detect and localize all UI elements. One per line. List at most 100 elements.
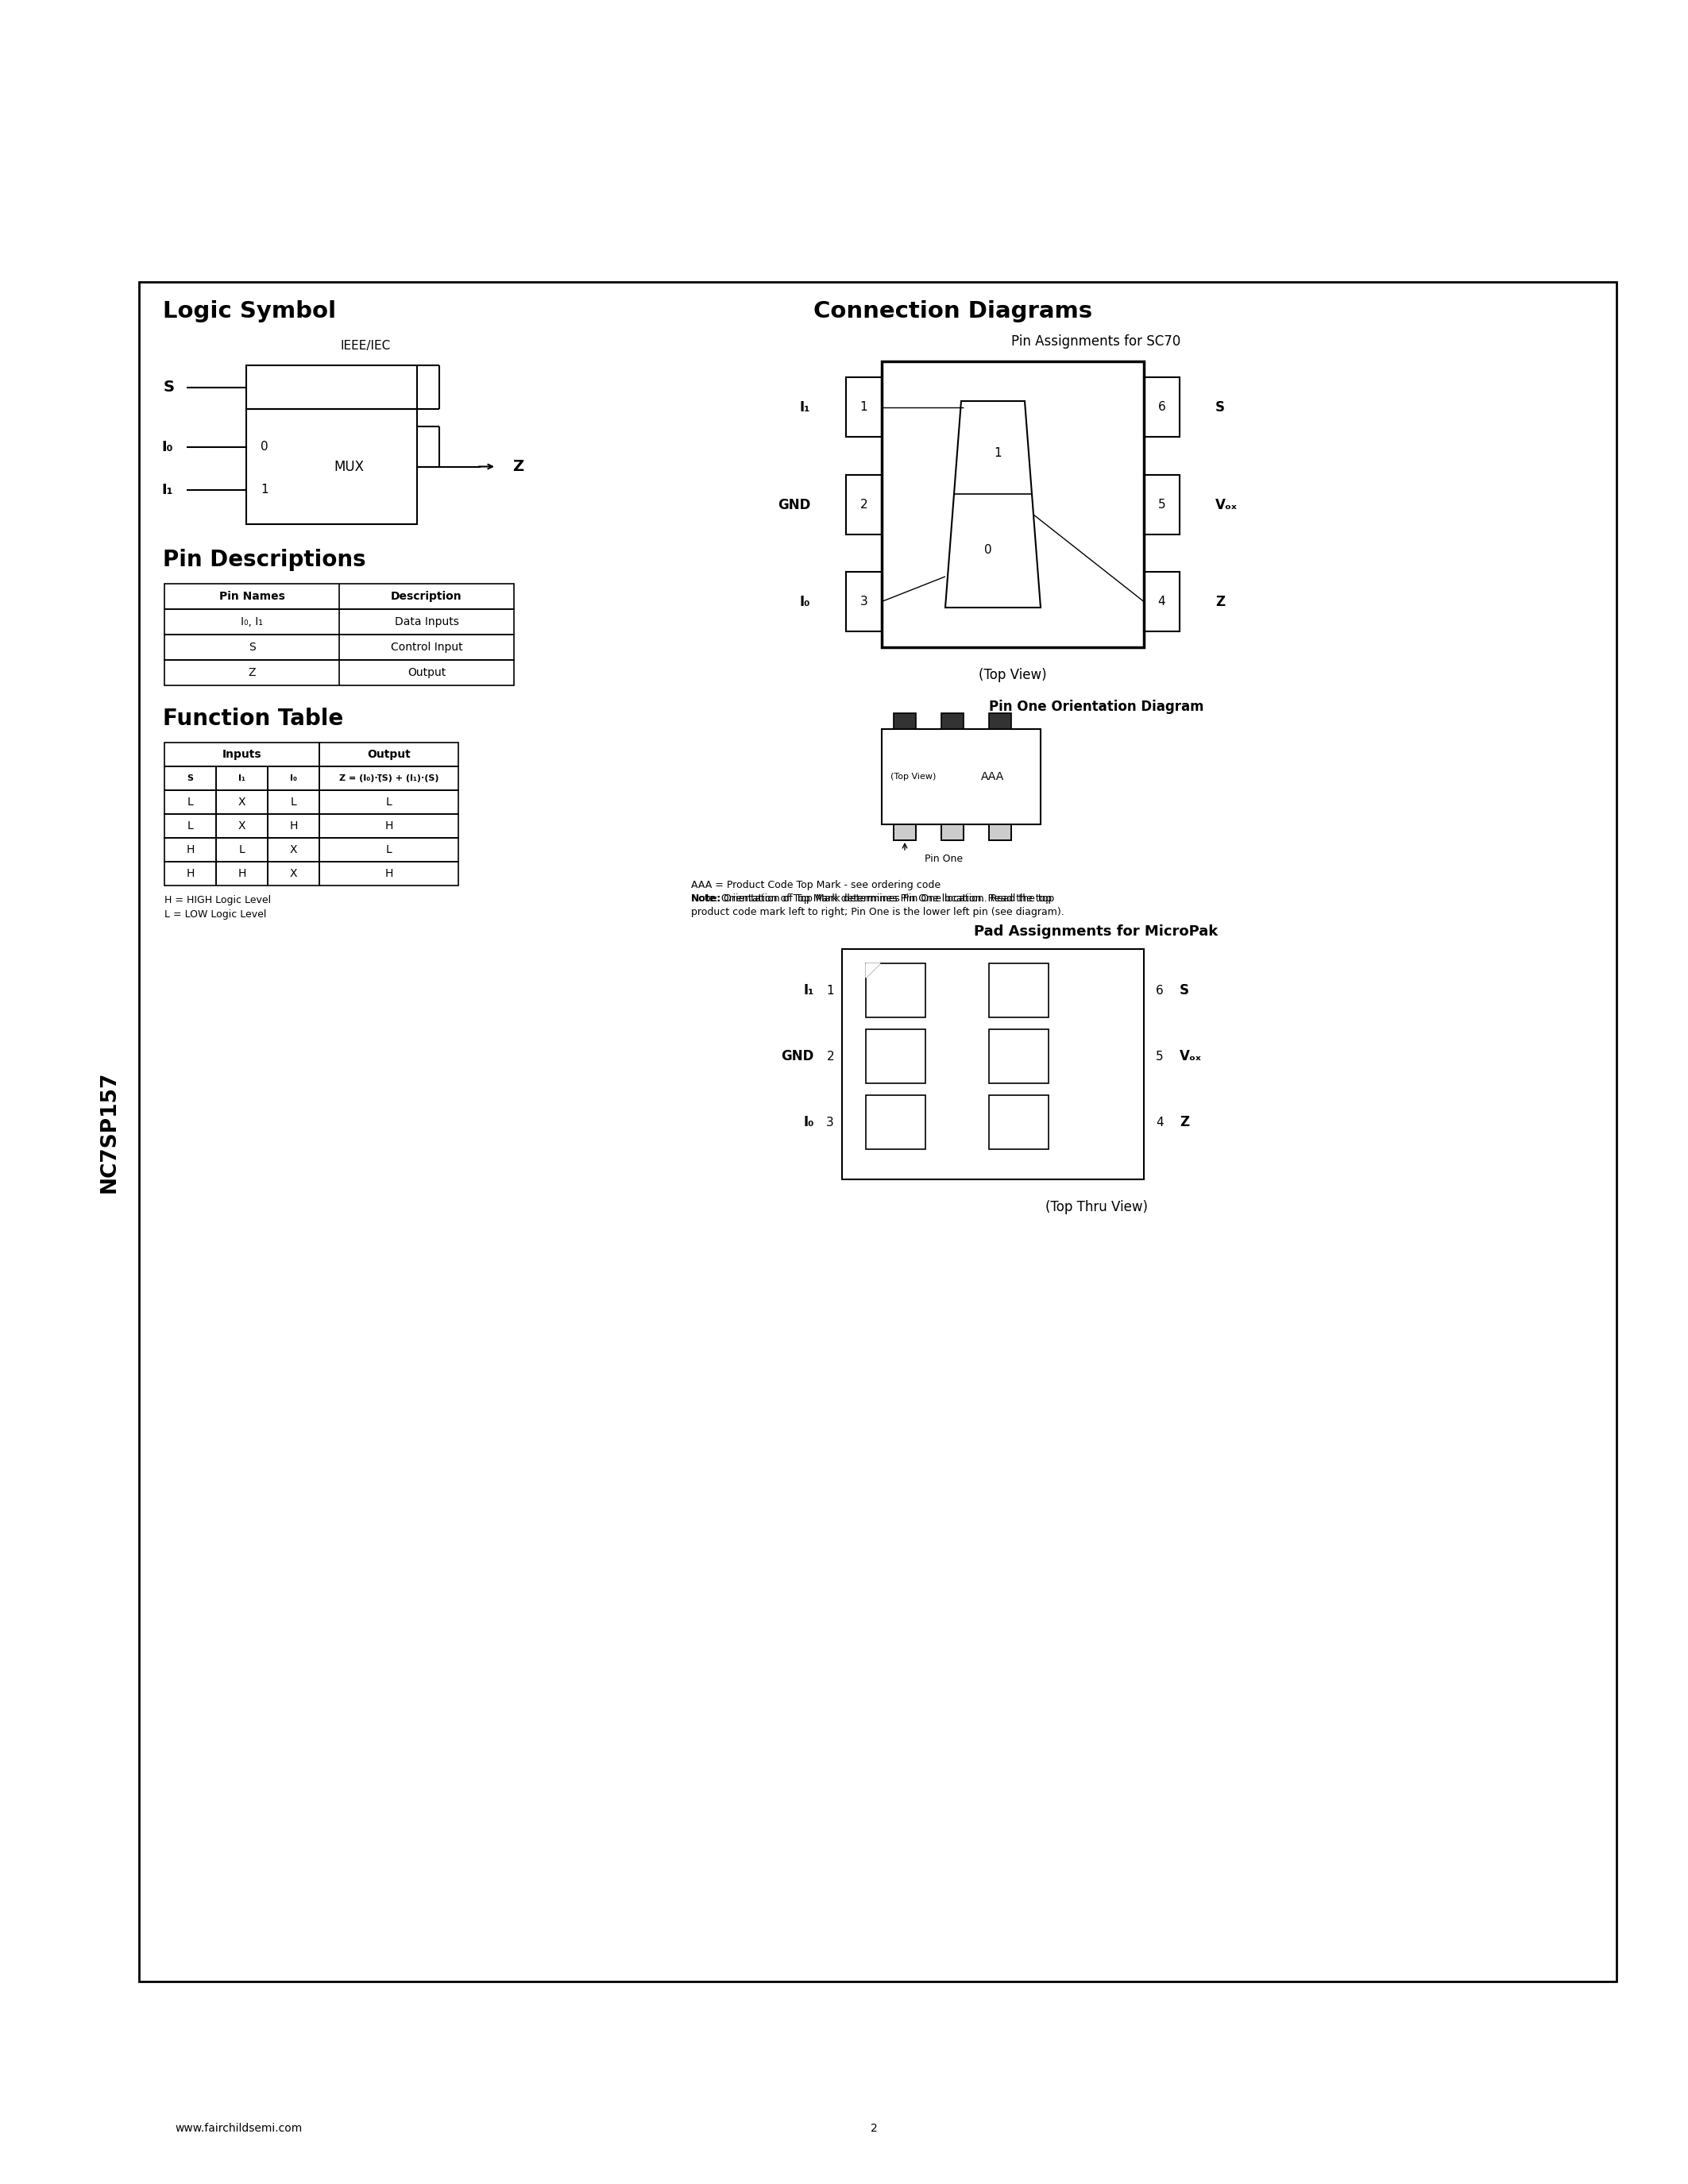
Bar <box>164 767 216 791</box>
Text: I₀: I₀ <box>162 439 174 454</box>
Text: Vₒₓ: Vₒₓ <box>1180 1048 1202 1064</box>
Bar <box>138 282 1617 1981</box>
Text: Z: Z <box>1180 1116 1190 1129</box>
Text: AAA: AAA <box>981 771 1004 782</box>
Bar <box>319 815 459 839</box>
Text: X: X <box>238 797 246 808</box>
Text: 5: 5 <box>1156 1051 1163 1061</box>
Text: Z: Z <box>513 459 523 474</box>
Text: Z: Z <box>248 666 255 679</box>
Text: 2: 2 <box>861 498 868 511</box>
Bar <box>216 815 268 839</box>
Bar <box>989 963 1048 1018</box>
Text: 3: 3 <box>859 596 868 607</box>
Bar <box>164 609 513 636</box>
Text: I₀: I₀ <box>800 594 810 609</box>
Text: Pin One Orientation Diagram: Pin One Orientation Diagram <box>989 699 1204 714</box>
Text: 1: 1 <box>827 985 834 996</box>
Text: 6: 6 <box>1158 402 1166 413</box>
Text: X: X <box>290 845 297 856</box>
Bar <box>846 572 881 631</box>
Text: S: S <box>1180 983 1188 998</box>
Text: H: H <box>186 867 194 880</box>
Bar <box>164 863 216 885</box>
Text: Z: Z <box>1215 594 1225 609</box>
Bar <box>268 791 319 815</box>
Text: www.fairchildsemi.com: www.fairchildsemi.com <box>176 2123 302 2134</box>
Text: AAA = Product Code Top Mark - see ordering code: AAA = Product Code Top Mark - see orderi… <box>690 880 940 891</box>
Text: I₁: I₁ <box>162 483 174 496</box>
Text: Inputs: Inputs <box>223 749 262 760</box>
Bar <box>216 791 268 815</box>
Text: GND: GND <box>778 498 810 511</box>
Bar <box>866 963 925 1018</box>
Bar <box>893 714 917 729</box>
Bar <box>881 360 1144 646</box>
Bar <box>842 950 1144 1179</box>
Bar <box>866 1094 925 1149</box>
Bar <box>268 767 319 791</box>
Bar <box>164 791 216 815</box>
Text: I₁: I₁ <box>800 400 810 415</box>
Bar <box>216 863 268 885</box>
Text: L: L <box>290 797 297 808</box>
Bar <box>216 839 268 863</box>
Bar <box>164 839 216 863</box>
Text: (Top Thru View): (Top Thru View) <box>1045 1199 1148 1214</box>
Bar <box>893 823 917 841</box>
Bar <box>1144 474 1180 535</box>
Text: Control Input: Control Input <box>390 642 463 653</box>
Text: Logic Symbol: Logic Symbol <box>162 299 336 323</box>
Bar <box>1144 572 1180 631</box>
Text: Connection Diagrams: Connection Diagrams <box>814 299 1092 323</box>
Text: Pin Assignments for SC70: Pin Assignments for SC70 <box>1011 334 1182 349</box>
Text: 4: 4 <box>1156 1116 1163 1129</box>
Text: I₀: I₀ <box>803 1116 814 1129</box>
Text: Function Table: Function Table <box>162 708 343 729</box>
Bar <box>164 636 513 660</box>
Bar <box>989 1094 1048 1149</box>
Bar <box>268 815 319 839</box>
Bar <box>164 815 216 839</box>
Bar <box>846 378 881 437</box>
Bar <box>164 583 513 609</box>
Bar <box>164 660 513 686</box>
Bar <box>989 1029 1048 1083</box>
Text: (Top View): (Top View) <box>979 668 1047 681</box>
Text: I₀, I₁: I₀, I₁ <box>241 616 263 627</box>
Bar <box>942 823 964 841</box>
Text: (Top View): (Top View) <box>891 773 937 780</box>
Text: Vₒₓ: Vₒₓ <box>1215 498 1237 511</box>
Bar <box>893 823 917 841</box>
Text: 1: 1 <box>861 402 868 413</box>
Bar <box>989 823 1011 841</box>
Text: X: X <box>238 821 246 832</box>
Bar <box>246 408 417 524</box>
Bar <box>866 1029 925 1083</box>
Text: 6: 6 <box>1156 985 1163 996</box>
Text: NC7SP157: NC7SP157 <box>100 1070 120 1192</box>
Polygon shape <box>866 963 879 978</box>
Text: H: H <box>238 867 246 880</box>
Text: GND: GND <box>782 1048 814 1064</box>
Text: 4: 4 <box>1158 596 1165 607</box>
Text: L: L <box>387 797 392 808</box>
Bar <box>1144 378 1180 437</box>
Text: I₀: I₀ <box>290 775 297 782</box>
Bar <box>319 743 459 767</box>
Text: S: S <box>248 642 255 653</box>
Bar <box>319 839 459 863</box>
Text: MUX: MUX <box>334 459 365 474</box>
Text: Z = (I₀)·(̅S) + (I₁)·(S): Z = (I₀)·(̅S) + (I₁)·(S) <box>339 775 439 782</box>
Text: L: L <box>187 797 194 808</box>
Text: H: H <box>385 821 393 832</box>
Text: Data Inputs: Data Inputs <box>395 616 459 627</box>
Text: 2: 2 <box>827 1051 834 1061</box>
Text: S: S <box>164 380 176 395</box>
Text: L: L <box>387 845 392 856</box>
Bar <box>989 714 1011 729</box>
Bar <box>268 839 319 863</box>
Text: X: X <box>290 867 297 880</box>
Text: S: S <box>1215 400 1225 415</box>
Bar <box>846 474 881 535</box>
